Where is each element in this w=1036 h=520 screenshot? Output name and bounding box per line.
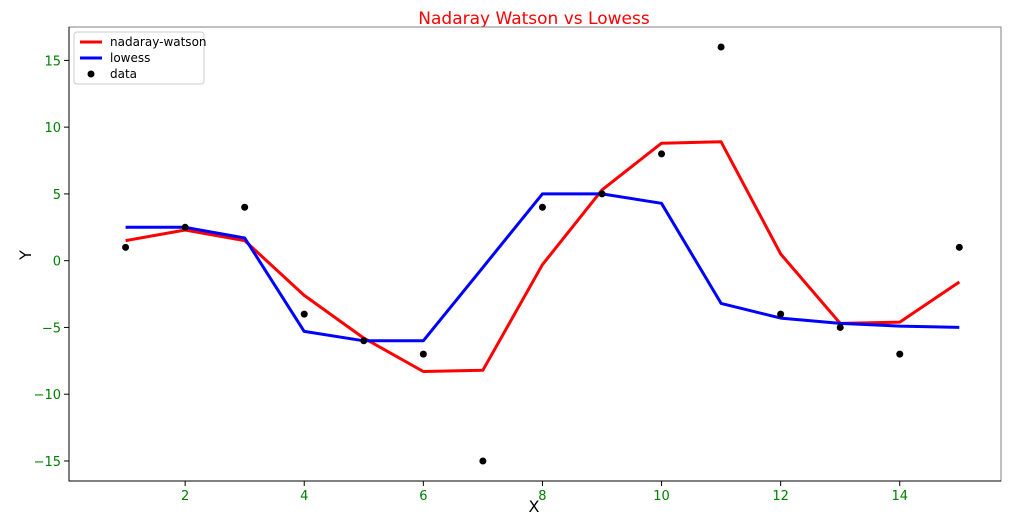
- y-axis-label: Y: [16, 250, 35, 261]
- y-axis: −15 −10 −5 0 5 10 15: [34, 54, 69, 470]
- x-tick-label: 8: [538, 489, 546, 504]
- data-point: [717, 43, 725, 51]
- legend: nadaray-watson lowess data: [73, 31, 207, 85]
- y-tick-label: −15: [34, 455, 61, 470]
- y-tick-label: −5: [42, 321, 61, 336]
- plot-frame: [68, 26, 1002, 482]
- x-tick-label: 6: [419, 489, 427, 504]
- x-tick-label: 12: [772, 489, 789, 504]
- data-point: [181, 223, 189, 231]
- x-axis: 2 4 6 8 10 12 14: [181, 481, 908, 504]
- chart-title: Nadaray Watson vs Lowess: [418, 9, 650, 29]
- series-line-lowess: [125, 192, 960, 343]
- legend-label-data: data: [110, 67, 137, 81]
- series-layer: [122, 43, 963, 465]
- data-point: [122, 243, 130, 251]
- y-tick-label: 5: [53, 188, 61, 203]
- data-point: [241, 203, 249, 211]
- data-point: [419, 350, 427, 358]
- legend-box: [73, 31, 205, 85]
- data-point: [598, 190, 606, 198]
- y-tick-label: 10: [44, 121, 61, 136]
- data-point: [896, 350, 904, 358]
- data-point: [777, 310, 785, 318]
- data-point: [300, 310, 308, 318]
- data-point: [479, 457, 487, 465]
- data-point: [538, 203, 546, 211]
- data-point: [955, 243, 963, 251]
- legend-label-lowess: lowess: [110, 51, 150, 65]
- y-tick-label: 0: [53, 255, 61, 270]
- y-tick-label: −10: [34, 388, 61, 403]
- x-tick-label: 10: [653, 489, 670, 504]
- data-point: [658, 150, 666, 158]
- data-point: [360, 337, 368, 345]
- x-axis-label: X: [529, 497, 540, 516]
- x-tick-label: 4: [300, 489, 308, 504]
- series-line-nadaray-watson: [125, 140, 961, 373]
- plot-area: 2 4 6 8 10 12 14 −15 −10 −5 0 5 10 15: [34, 26, 1002, 504]
- y-tick-label: 15: [44, 54, 61, 69]
- legend-swatch-data: [87, 70, 95, 78]
- x-tick-label: 2: [181, 489, 189, 504]
- x-tick-label: 14: [891, 489, 908, 504]
- legend-label-nadaray-watson: nadaray-watson: [110, 35, 207, 49]
- data-point: [836, 323, 844, 331]
